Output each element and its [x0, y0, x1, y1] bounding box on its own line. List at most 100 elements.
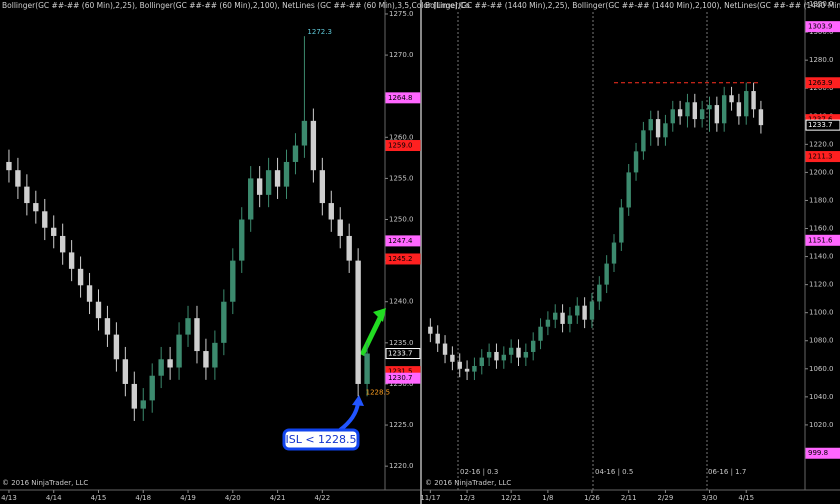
candle-body — [744, 91, 749, 117]
x-tick-label: 3/30 — [702, 494, 718, 502]
price-tag-label: 1231.5 — [388, 368, 413, 376]
y-tick-label: 1220.0 — [389, 462, 414, 470]
candle-body — [582, 305, 587, 320]
callout: ISL < 1228.5 — [285, 433, 356, 446]
copyright: © 2016 NinjaTrader, LLC — [425, 479, 511, 487]
arrow-head — [352, 395, 364, 406]
candle-body — [194, 318, 200, 352]
candle-body — [486, 351, 492, 358]
y-tick-label: 1250.0 — [389, 216, 414, 224]
price-tag-label: 1264.8 — [388, 94, 413, 102]
y-tick-label: 1060.0 — [809, 365, 834, 373]
candle-body — [751, 91, 756, 110]
y-tick-label: 1040.0 — [809, 393, 834, 401]
price-tag — [385, 235, 421, 247]
candle-body — [641, 130, 646, 152]
x-tick-label: 4/19 — [180, 494, 196, 502]
candle-body — [185, 318, 191, 335]
candle-body — [494, 351, 499, 361]
y-tick-label: 1200.0 — [809, 168, 834, 176]
candle-body — [611, 242, 617, 264]
x-tick-label: 4/13 — [1, 494, 17, 502]
candle-body — [33, 203, 39, 212]
x-tick-label: 1/8 — [542, 494, 553, 502]
candle-body — [428, 326, 433, 334]
arrow — [359, 316, 383, 357]
candle-body — [95, 301, 102, 319]
candle-body — [364, 353, 370, 384]
candle-body — [221, 301, 227, 343]
price-tag — [385, 253, 421, 265]
candle-body — [59, 235, 66, 253]
y-tick-label: 1180.0 — [809, 196, 834, 204]
price-tag — [805, 234, 840, 246]
candle-body — [122, 359, 129, 384]
candle-body — [176, 334, 182, 368]
candle-body — [292, 145, 299, 162]
price-tag — [385, 92, 421, 104]
candle-body — [589, 301, 595, 320]
candle-body — [167, 359, 173, 368]
y-tick-label: 1320.0 — [809, 0, 834, 8]
x-tick-label: 12/21 — [501, 494, 521, 502]
price-tag — [385, 140, 421, 152]
candle-body — [140, 400, 146, 409]
candle-body — [714, 105, 720, 124]
price-tag-label: 1233.7 — [388, 350, 413, 358]
candle-body — [131, 383, 137, 409]
session-label: 06-16 | 1.7 — [708, 468, 746, 476]
candle-body — [516, 347, 521, 358]
candle-body — [248, 178, 254, 220]
candle-body — [203, 351, 209, 368]
price-tag-label: 1230.7 — [388, 374, 413, 382]
price-tag — [805, 21, 840, 33]
arrow — [338, 402, 360, 432]
candle-body — [619, 207, 624, 243]
candle-body — [301, 120, 308, 146]
y-tick-label: 1230.0 — [389, 380, 414, 388]
candle-body — [212, 342, 218, 368]
x-tick-label: 4/20 — [225, 494, 241, 502]
x-tick-label: 4/22 — [314, 494, 330, 502]
y-tick-label: 1235.0 — [389, 339, 414, 347]
price-tag — [805, 447, 840, 459]
panel-title: Bollinger(GC ##-## (1440 Min),2,25), Bol… — [425, 1, 840, 10]
candle-body — [346, 235, 352, 261]
candle-body — [692, 102, 698, 120]
candle-body — [663, 123, 668, 138]
y-tick-label: 1260.0 — [389, 133, 414, 141]
candle-body — [758, 109, 764, 126]
candle-body — [707, 105, 712, 110]
y-tick-label: 1140.0 — [809, 253, 834, 261]
price-tag — [805, 77, 840, 89]
y-tick-label: 1160.0 — [809, 225, 834, 233]
price-tag-label: 1245.2 — [388, 255, 413, 263]
candle-body — [355, 260, 361, 384]
price-tag — [385, 372, 421, 384]
session-label: 04-16 | 0.5 — [595, 468, 633, 476]
candle-body — [508, 347, 514, 355]
candle-body — [677, 109, 683, 117]
callout-box — [282, 428, 360, 451]
candle-body — [6, 161, 12, 171]
candle-body — [479, 357, 484, 366]
candle-body — [42, 211, 48, 228]
x-tick-label: 12/3 — [459, 494, 475, 502]
price-annotation: 1228.5 — [366, 388, 391, 396]
y-tick-label: 1120.0 — [809, 281, 834, 289]
arrow-head — [373, 308, 386, 322]
price-tag — [385, 348, 421, 360]
y-tick-label: 1240.0 — [389, 298, 414, 306]
candle-body — [450, 354, 455, 362]
price-tag-label: 1151.6 — [808, 236, 833, 244]
candle-body — [560, 312, 565, 324]
x-tick-label: 1/26 — [584, 494, 600, 502]
price-tag-label: 1259.0 — [388, 142, 413, 150]
candle-body — [729, 95, 734, 103]
y-tick-label: 1080.0 — [809, 337, 834, 345]
y-tick-label: 1255.0 — [389, 174, 414, 182]
candle-body — [319, 170, 326, 204]
price-tag — [805, 151, 840, 163]
candle-body — [230, 260, 236, 302]
